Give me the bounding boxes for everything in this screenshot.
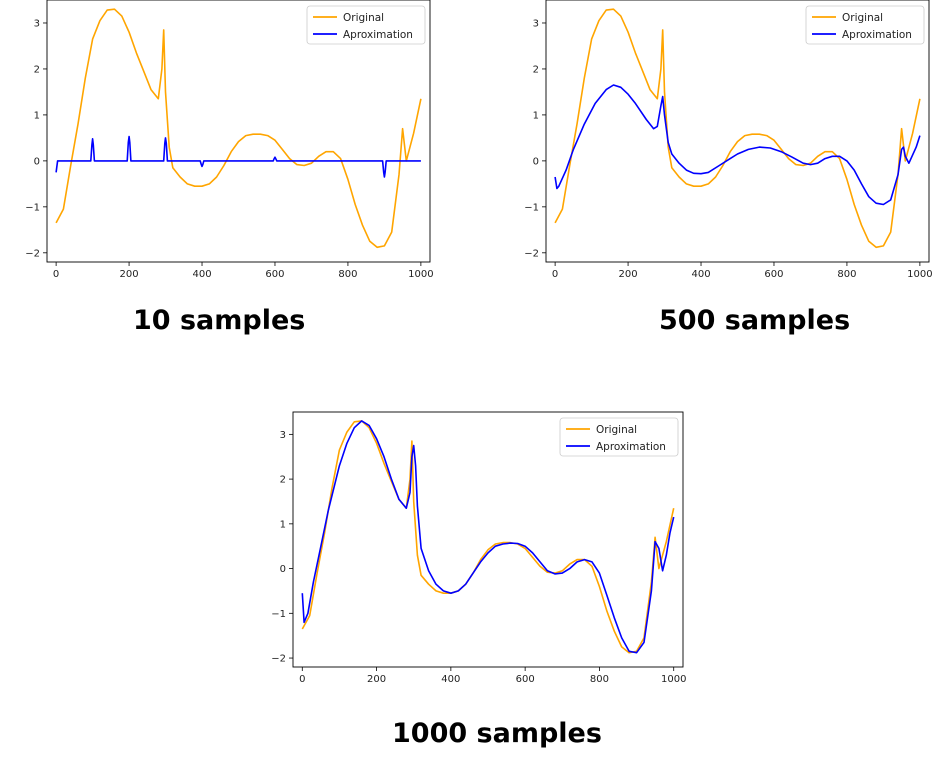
y-tick-label: −1: [271, 609, 286, 620]
x-tick-label: 200: [120, 269, 139, 280]
plot-frame: [292, 411, 684, 668]
series-line-approximation: [55, 135, 421, 178]
series-line-approximation: [554, 84, 921, 206]
y-tick-label: 3: [34, 18, 40, 29]
y-tick-label: −1: [524, 202, 539, 213]
legend-label: Aproximation: [343, 29, 413, 41]
y-tick-label: 2: [34, 64, 40, 75]
x-tick-label: 800: [837, 269, 856, 280]
x-tick-label: 0: [299, 674, 305, 685]
y-tick-label: −2: [25, 248, 40, 259]
plot-frame: [46, 0, 431, 263]
series-line-original: [55, 8, 422, 249]
y-tick-label: 3: [280, 430, 286, 441]
legend-label: Original: [596, 424, 637, 436]
legend: Original Aproximation: [805, 5, 925, 45]
series-line-original: [301, 420, 675, 654]
legend-label: Aproximation: [596, 441, 666, 453]
caption-500-samples: 500 samples: [659, 305, 851, 336]
x-tick-label: 200: [367, 674, 386, 685]
legend: Original Aproximation: [559, 417, 679, 457]
y-tick-label: 1: [34, 110, 40, 121]
caption-10-samples: 10 samples: [133, 305, 306, 336]
x-tick-label: 600: [764, 269, 783, 280]
y-tick-label: 2: [533, 64, 539, 75]
y-tick-label: 0: [280, 564, 286, 575]
y-tick-label: 1: [280, 519, 286, 530]
y-tick-label: 3: [533, 18, 539, 29]
caption-1000-samples: 1000 samples: [392, 718, 602, 749]
series-line-original: [554, 8, 921, 249]
x-tick-label: 1000: [661, 674, 686, 685]
x-tick-label: 400: [691, 269, 710, 280]
y-tick-label: −2: [271, 654, 286, 665]
legend-label: Aproximation: [842, 29, 912, 41]
legend-label: Original: [343, 12, 384, 24]
y-tick-label: −2: [524, 248, 539, 259]
x-tick-label: 400: [441, 674, 460, 685]
x-tick-label: 600: [516, 674, 535, 685]
x-tick-label: 200: [619, 269, 638, 280]
y-tick-label: 0: [34, 156, 40, 167]
legend: Original Aproximation: [306, 5, 426, 45]
chart-1: 0 200 400 600 800 1000 −2 −1 0 1 2 3 Original Aproxim…: [25, 0, 434, 280]
y-tick-label: −1: [25, 202, 40, 213]
x-tick-label: 1000: [408, 269, 433, 280]
chart-2: 0 200 400 600 800 1000 −2 −1 0 1 2 3 Original Aproxim…: [524, 0, 933, 280]
x-tick-label: 0: [53, 269, 59, 280]
y-tick-label: 2: [280, 475, 286, 486]
plot-frame: [545, 0, 930, 263]
x-tick-label: 1000: [907, 269, 932, 280]
legend-label: Original: [842, 12, 883, 24]
x-tick-label: 400: [192, 269, 211, 280]
x-tick-label: 0: [552, 269, 558, 280]
x-tick-label: 800: [338, 269, 357, 280]
x-tick-label: 600: [265, 269, 284, 280]
y-tick-label: 0: [533, 156, 539, 167]
y-tick-label: 1: [533, 110, 539, 121]
x-tick-label: 800: [590, 674, 609, 685]
chart-3: 0 200 400 600 800 1000 −2 −1 0 1 2 3 Original Aproxim…: [271, 411, 686, 685]
series-line-approximation: [301, 420, 675, 654]
